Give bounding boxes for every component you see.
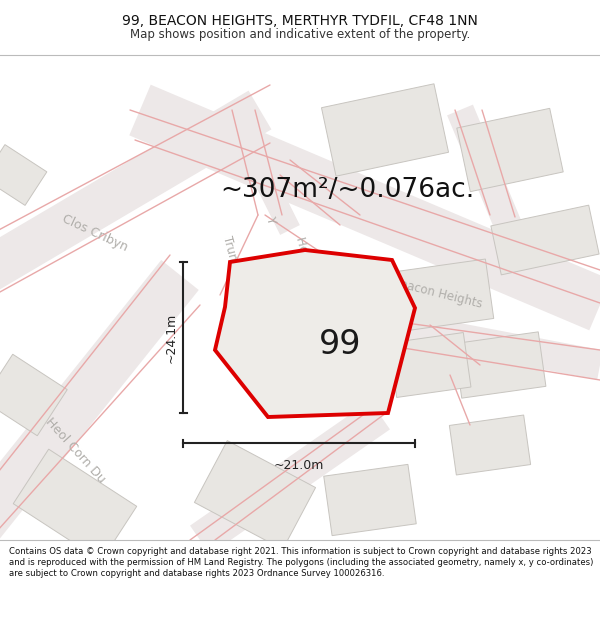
Text: Contains OS data © Crown copyright and database right 2021. This information is : Contains OS data © Crown copyright and d…	[9, 547, 593, 578]
Polygon shape	[190, 401, 390, 554]
Polygon shape	[449, 415, 530, 475]
Text: 99: 99	[319, 329, 361, 361]
Polygon shape	[491, 205, 599, 275]
Polygon shape	[0, 354, 67, 436]
Polygon shape	[454, 332, 546, 398]
Polygon shape	[215, 250, 415, 417]
Polygon shape	[220, 105, 300, 235]
Polygon shape	[260, 259, 380, 351]
Text: Tnnhall / Beacon Heights: Tnnhall / Beacon Heights	[337, 262, 484, 311]
Text: Map shows position and indicative extent of the property.: Map shows position and indicative extent…	[130, 28, 470, 41]
Text: Y: Y	[263, 215, 277, 225]
Polygon shape	[324, 464, 416, 536]
Polygon shape	[396, 259, 494, 331]
Polygon shape	[387, 310, 600, 380]
Polygon shape	[447, 104, 523, 236]
Polygon shape	[194, 441, 316, 549]
Polygon shape	[322, 84, 449, 176]
Polygon shape	[0, 260, 199, 540]
Text: ~307m²/~0.076ac.: ~307m²/~0.076ac.	[220, 177, 474, 203]
Text: ~21.0m: ~21.0m	[274, 459, 324, 472]
Polygon shape	[0, 91, 271, 294]
Polygon shape	[457, 108, 563, 192]
Text: 99, BEACON HEIGHTS, MERTHYR TYDFIL, CF48 1NN: 99, BEACON HEIGHTS, MERTHYR TYDFIL, CF48…	[122, 14, 478, 28]
Text: Clos Cribyn: Clos Cribyn	[60, 212, 130, 254]
Text: Heol Corn Du: Heol Corn Du	[43, 415, 107, 485]
Text: ~24.1m: ~24.1m	[164, 312, 178, 362]
Polygon shape	[0, 144, 47, 206]
Polygon shape	[389, 332, 471, 398]
Text: Trum: Trum	[220, 234, 240, 266]
Polygon shape	[13, 449, 137, 561]
Polygon shape	[129, 84, 600, 331]
Text: Heol Corn Du: Heol Corn Du	[293, 236, 326, 314]
